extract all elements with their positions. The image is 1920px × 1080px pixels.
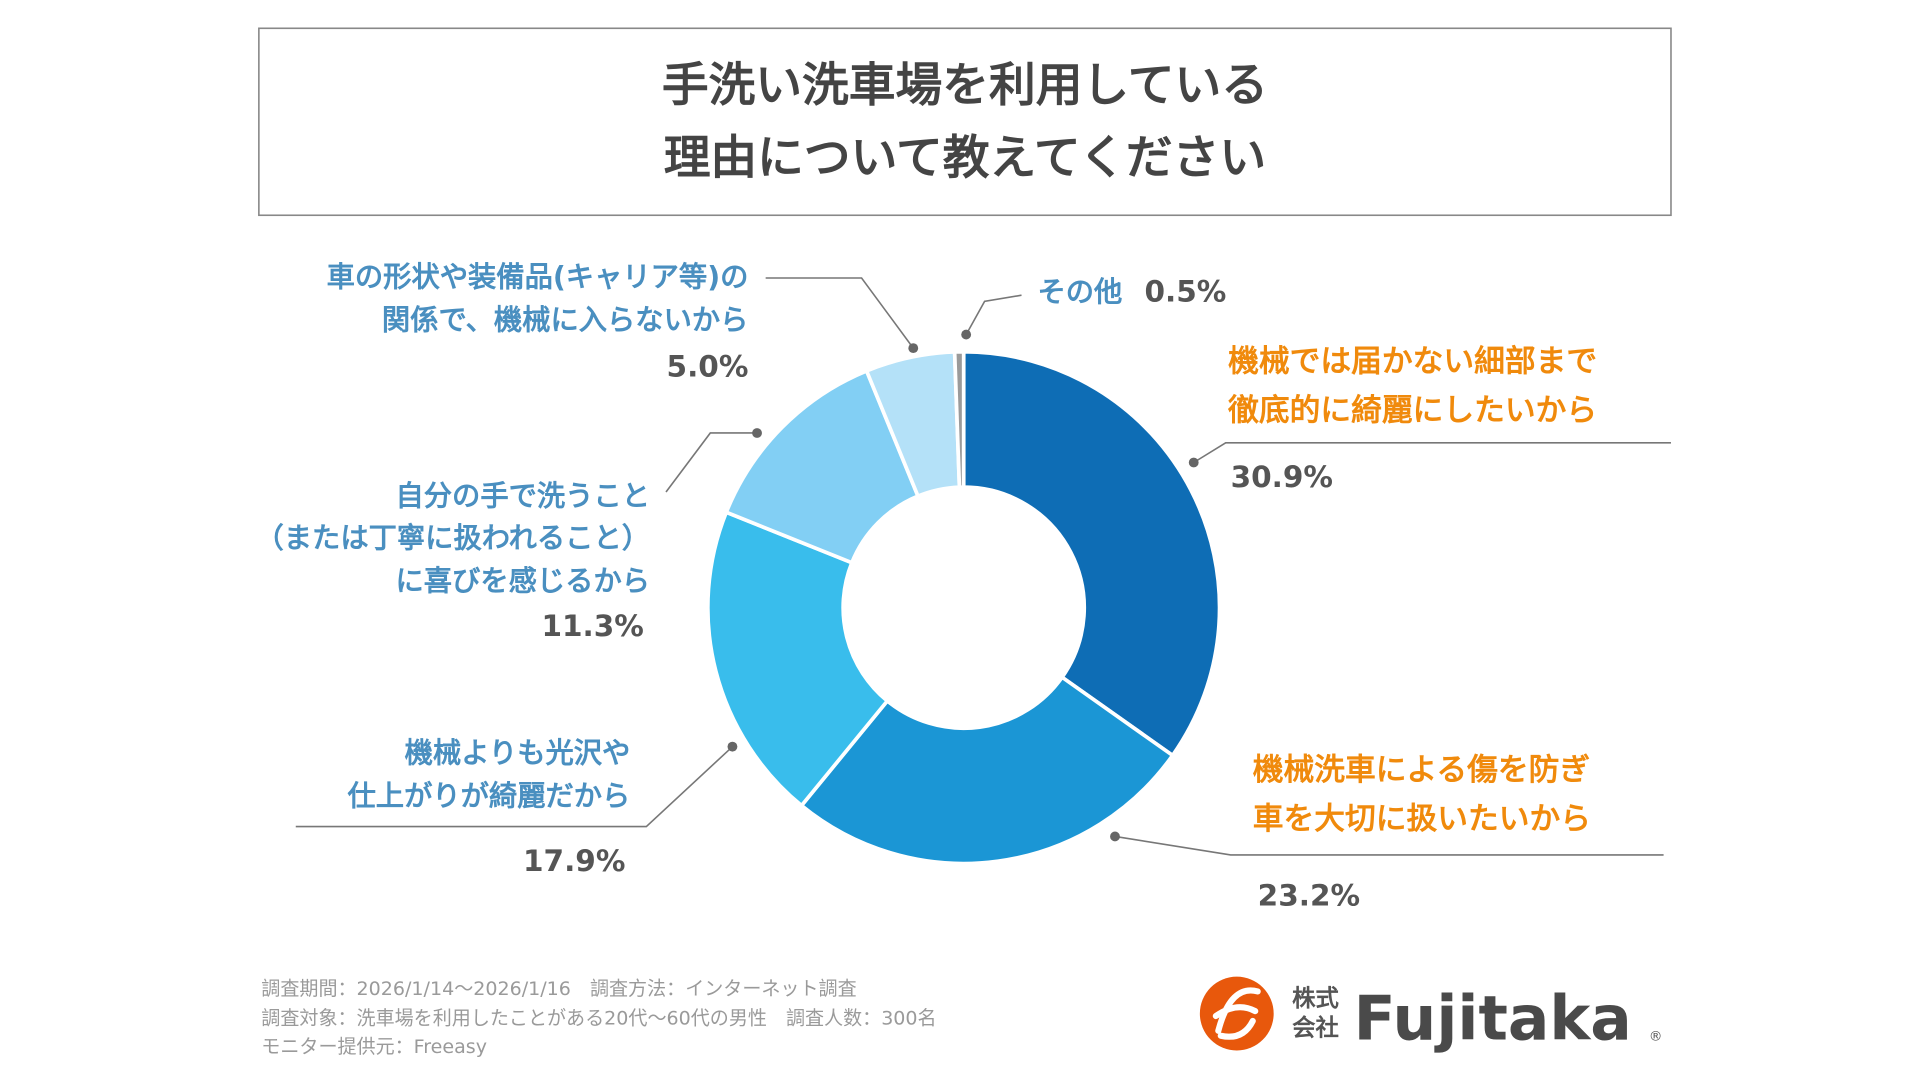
leader-dot-1 [1110, 831, 1120, 842]
leader-line-2 [295, 746, 733, 828]
logo-prefix-top: 株式 [1292, 984, 1339, 1012]
registered-mark: ® [1649, 1029, 1663, 1045]
leader-dot-3 [752, 428, 762, 438]
footnote-line-2: 調査対象：洗車場を利用したことがある20代～60代の男性 調査人数：300名 [261, 1008, 936, 1030]
slice-label-1-line-1: 機械洗車による傷を防ぎ [1253, 752, 1590, 788]
footnote-line-3: モニター提供元：Freeasy [261, 1036, 487, 1058]
slice-label-4-line-1: 車の形状や装備品(キャリア等)の [327, 261, 749, 294]
leader-dot-5 [961, 329, 972, 340]
slice-label-5: その他 [1037, 275, 1122, 308]
slice-label-2-line-2: 仕上がりが綺麗だから [347, 780, 631, 813]
leader-line-4 [765, 277, 914, 349]
logo-name: Fujitaka [1354, 982, 1632, 1054]
chart-title-line-2: 理由について教えてください [664, 131, 1266, 185]
donut-slice-5 [952, 349, 966, 490]
donut-slice-0 [961, 349, 1222, 758]
slice-label-3-line-2: （または丁寧に扱われること） [255, 521, 650, 554]
donut-slice-2 [706, 509, 890, 809]
slice-pct-4: 5.0% [667, 349, 749, 383]
footnote-line-1: 調査期間：2026/1/14～2026/1/16 調査方法：インターネット調査 [261, 978, 856, 1000]
slice-label-2-line-1: 機械よりも光沢や [405, 737, 631, 770]
fujitaka-logo: 株式 会社 Fujitaka ® [1199, 976, 1663, 1054]
leader-line-3 [665, 432, 758, 493]
slice-label-4-line-2: 関係で、機械に入らないから [382, 304, 749, 337]
slice-label-3-line-3: に喜びを感じるから [395, 564, 650, 597]
leader-line-0 [1193, 442, 1671, 464]
slice-label-0-line-2: 徹底的に綺麗にしたいから [1227, 393, 1597, 429]
slice-label-1-line-2: 車を大切に扱いたいから [1253, 801, 1591, 837]
chart-title-line-1: 手洗い洗車場を利用している [662, 59, 1268, 113]
leader-dot-4 [908, 343, 919, 354]
logo-prefix-bottom: 会社 [1292, 1014, 1339, 1042]
slice-pct-1: 23.2% [1258, 878, 1360, 912]
slice-pct-0: 30.9% [1231, 460, 1333, 494]
slice-pct-5: 0.5% [1145, 274, 1227, 308]
leader-line-1 [1114, 835, 1664, 856]
slice-label-3-line-1: 自分の手で洗うこと [395, 480, 650, 513]
logo-mark-icon [1199, 976, 1274, 1051]
donut-slice-3 [723, 368, 921, 566]
leader-dot-2 [727, 741, 738, 752]
donut-chart [706, 349, 1222, 866]
slice-pct-2: 17.9% [523, 844, 625, 878]
slice-label-0-line-1: 機械では届かない細部まで [1228, 343, 1597, 379]
slice-pct-3: 11.3% [541, 609, 643, 643]
leader-dot-0 [1188, 457, 1199, 468]
donut-slice-1 [798, 674, 1176, 866]
title-box [258, 27, 1672, 217]
leader-line-5 [965, 294, 1022, 335]
